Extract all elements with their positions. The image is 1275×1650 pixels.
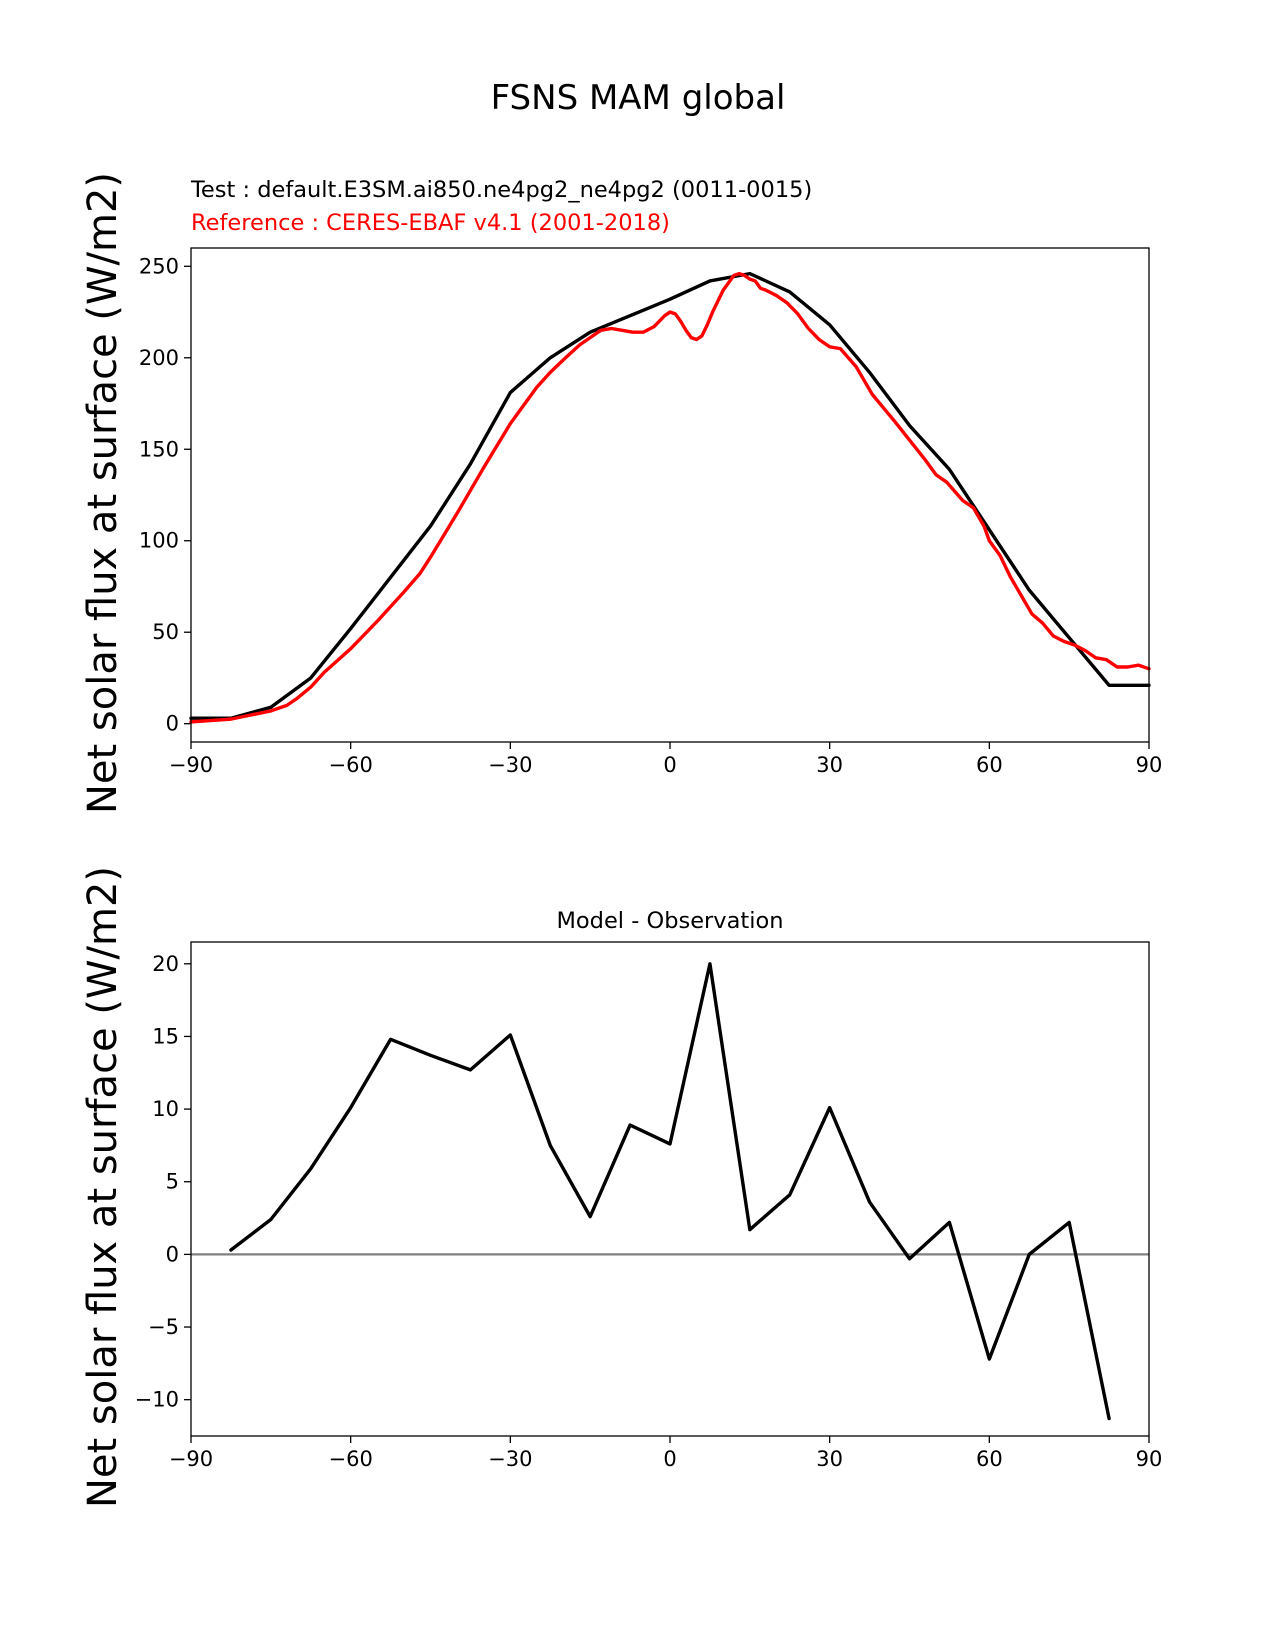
top-panel: Test : default.E3SM.ai850.ne4pg2_ne4pg2 …: [80, 172, 1162, 814]
bottom-x-tick-label: 30: [816, 1447, 843, 1471]
top-x-tick-label: −30: [488, 753, 532, 777]
top-ticks: −90 −60 −30 0 30 60 90 0 50 100 150 200 250: [139, 254, 1162, 777]
bottom-y-tick-label: −5: [148, 1315, 179, 1339]
bottom-y-tick-label: 20: [152, 952, 179, 976]
bottom-x-tick-label: −30: [488, 1447, 532, 1471]
top-x-tick-label: 60: [976, 753, 1003, 777]
top-x-tick-label: −90: [169, 753, 213, 777]
top-y-tick-label: 250: [139, 254, 179, 278]
top-x-tick-label: 0: [663, 753, 676, 777]
bottom-y-tick-label: 0: [166, 1242, 179, 1266]
bottom-title: Model - Observation: [557, 908, 784, 934]
bottom-y-axis-label: Net solar flux at surface (W/m2): [80, 866, 126, 1508]
top-x-tick-label: −60: [329, 753, 373, 777]
top-y-tick-label: 50: [152, 620, 179, 644]
top-x-tick-label: 90: [1136, 753, 1163, 777]
bottom-panel: Model - Observation Net solar flux at su…: [80, 866, 1162, 1508]
bottom-x-tick-label: 0: [663, 1447, 676, 1471]
top-lines: [189, 271, 1151, 724]
top-x-tick-label: 30: [816, 753, 843, 777]
bottom-x-tick-label: −60: [329, 1447, 373, 1471]
bottom-ticks: −90 −60 −30 0 30 60 90 −10 −5 0 5 10 15 20: [135, 952, 1163, 1471]
bottom-y-tick-label: 15: [152, 1024, 179, 1048]
top-series-reference-line: [189, 271, 1151, 724]
top-y-tick-label: 0: [166, 712, 179, 736]
figure-title: FSNS MAM global: [491, 78, 786, 118]
bottom-x-tick-label: 90: [1136, 1447, 1163, 1471]
top-y-tick-label: 150: [139, 437, 179, 461]
bottom-x-tick-label: −90: [169, 1447, 213, 1471]
bottom-x-tick-label: 60: [976, 1447, 1003, 1471]
bottom-lines: [191, 962, 1149, 1421]
top-y-tick-label: 200: [139, 346, 179, 370]
bottom-y-tick-label: −10: [135, 1388, 179, 1412]
top-y-axis-label: Net solar flux at surface (W/m2): [80, 172, 126, 814]
bottom-y-tick-label: 5: [166, 1170, 179, 1194]
top-y-tick-label: 100: [139, 529, 179, 553]
bottom-plot-frame: [190, 941, 1150, 1437]
top-plot-frame: [190, 247, 1150, 743]
bottom-y-tick-label: 10: [152, 1097, 179, 1121]
bottom-series-difference-line: [229, 962, 1111, 1421]
reference-label: Reference : CERES-EBAF v4.1 (2001-2018): [191, 210, 670, 236]
top-series-test-line: [189, 271, 1151, 720]
test-label: Test : default.E3SM.ai850.ne4pg2_ne4pg2 …: [190, 177, 812, 203]
